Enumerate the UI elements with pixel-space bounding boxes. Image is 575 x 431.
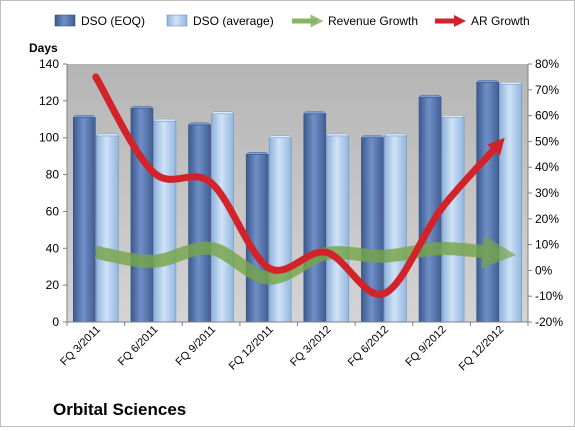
bar-dso-average-top — [211, 111, 235, 114]
y2-tick-label: -20% — [535, 315, 563, 329]
bar-dso-eoq-top — [418, 94, 442, 98]
bar-dso-eoq-top — [245, 152, 269, 155]
bar-dso-average-top — [441, 115, 465, 118]
bar-dso-average — [96, 135, 119, 323]
legend-swatch-dso-eoq — [54, 14, 76, 27]
y-tick-label: 140 — [39, 57, 59, 71]
y-tick-label: 120 — [39, 94, 59, 108]
legend-item-dso-average: DSO (average) — [166, 14, 274, 28]
legend-label-dso-average: DSO (average) — [193, 14, 274, 28]
bar-dso-average — [211, 113, 234, 323]
legend-label-dso-eoq: DSO (EOQ) — [81, 14, 145, 28]
bar-dso-eoq — [73, 117, 96, 323]
bar-dso-average — [326, 135, 350, 323]
y2-tick-label: 80% — [535, 57, 559, 71]
lines-layer — [92, 73, 517, 298]
line-revenue-growth — [94, 235, 517, 285]
bar-dso-average-top — [268, 135, 292, 138]
y2-tick-label: 0% — [535, 263, 553, 277]
chart-title: Orbital Sciences — [53, 400, 186, 419]
x-tick-label: FQ 6/2012 — [346, 324, 391, 369]
bar-dso-average-top — [326, 133, 350, 137]
bar-dso-average — [499, 83, 522, 323]
x-tick-label: FQ 12/2011 — [227, 324, 276, 373]
bar-dso-eoq-top — [476, 80, 500, 83]
bars-layer — [72, 80, 523, 323]
bar-dso-eoq-top — [360, 135, 384, 138]
y-tick-label: 20 — [46, 278, 60, 292]
bar-dso-average — [441, 117, 465, 323]
bar-dso-eoq — [303, 113, 327, 323]
x-tick-label: FQ 9/2011 — [174, 324, 219, 369]
y2-tick-label: 20% — [535, 212, 559, 226]
legend-item-ar-growth: AR Growth — [435, 14, 530, 28]
y-tick-label: 60 — [46, 204, 60, 218]
legend-item-revenue-growth: Revenue Growth — [292, 14, 418, 28]
legend: DSO (EOQ) DSO (average) Revenue Growth A… — [54, 14, 530, 28]
y2-tick-label: 70% — [535, 83, 559, 97]
x-tick-label: FQ 6/2011 — [116, 324, 161, 369]
bar-dso-eoq — [476, 82, 499, 323]
y2-tick-label: 10% — [535, 238, 559, 252]
y2-tick-label: 30% — [535, 186, 559, 200]
bar-dso-average-top — [383, 133, 407, 137]
legend-label-revenue-growth: Revenue Growth — [328, 14, 418, 28]
x-tick-label: FQ 3/2011 — [58, 324, 103, 369]
bar-dso-eoq-top — [188, 122, 212, 126]
bar-dso-average — [268, 137, 292, 323]
legend-item-dso-eoq: DSO (EOQ) — [54, 14, 145, 28]
x-tick-label: FQ 12/2012 — [457, 324, 507, 374]
y2-tick-label: -10% — [535, 289, 563, 303]
x-tick-label: FQ 3/2012 — [288, 324, 333, 369]
line-ar-growth — [92, 73, 505, 298]
bar-dso-eoq — [188, 124, 211, 323]
bar-dso-average-top — [153, 118, 177, 122]
y2-tick-label: 50% — [535, 134, 559, 148]
bar-dso-eoq-top — [303, 111, 327, 114]
bar-dso-eoq-top — [130, 106, 154, 109]
bar-dso-average-top — [95, 133, 119, 137]
y-axis-title: Days — [29, 41, 58, 55]
y-tick-label: 0 — [52, 315, 59, 329]
y-tick-label: 100 — [39, 131, 59, 145]
bar-dso-average-top — [499, 82, 523, 85]
bar-dso-eoq-top — [72, 115, 96, 118]
y2-tick-label: 40% — [535, 160, 559, 174]
y-tick-label: 80 — [46, 168, 60, 182]
legend-label-ar-growth: AR Growth — [471, 14, 530, 28]
bar-dso-average — [153, 120, 177, 323]
x-tick-label: FQ 9/2012 — [403, 324, 448, 369]
legend-swatch-dso-average — [166, 14, 188, 27]
y-tick-label: 40 — [46, 241, 60, 255]
y2-tick-label: 60% — [535, 109, 559, 123]
